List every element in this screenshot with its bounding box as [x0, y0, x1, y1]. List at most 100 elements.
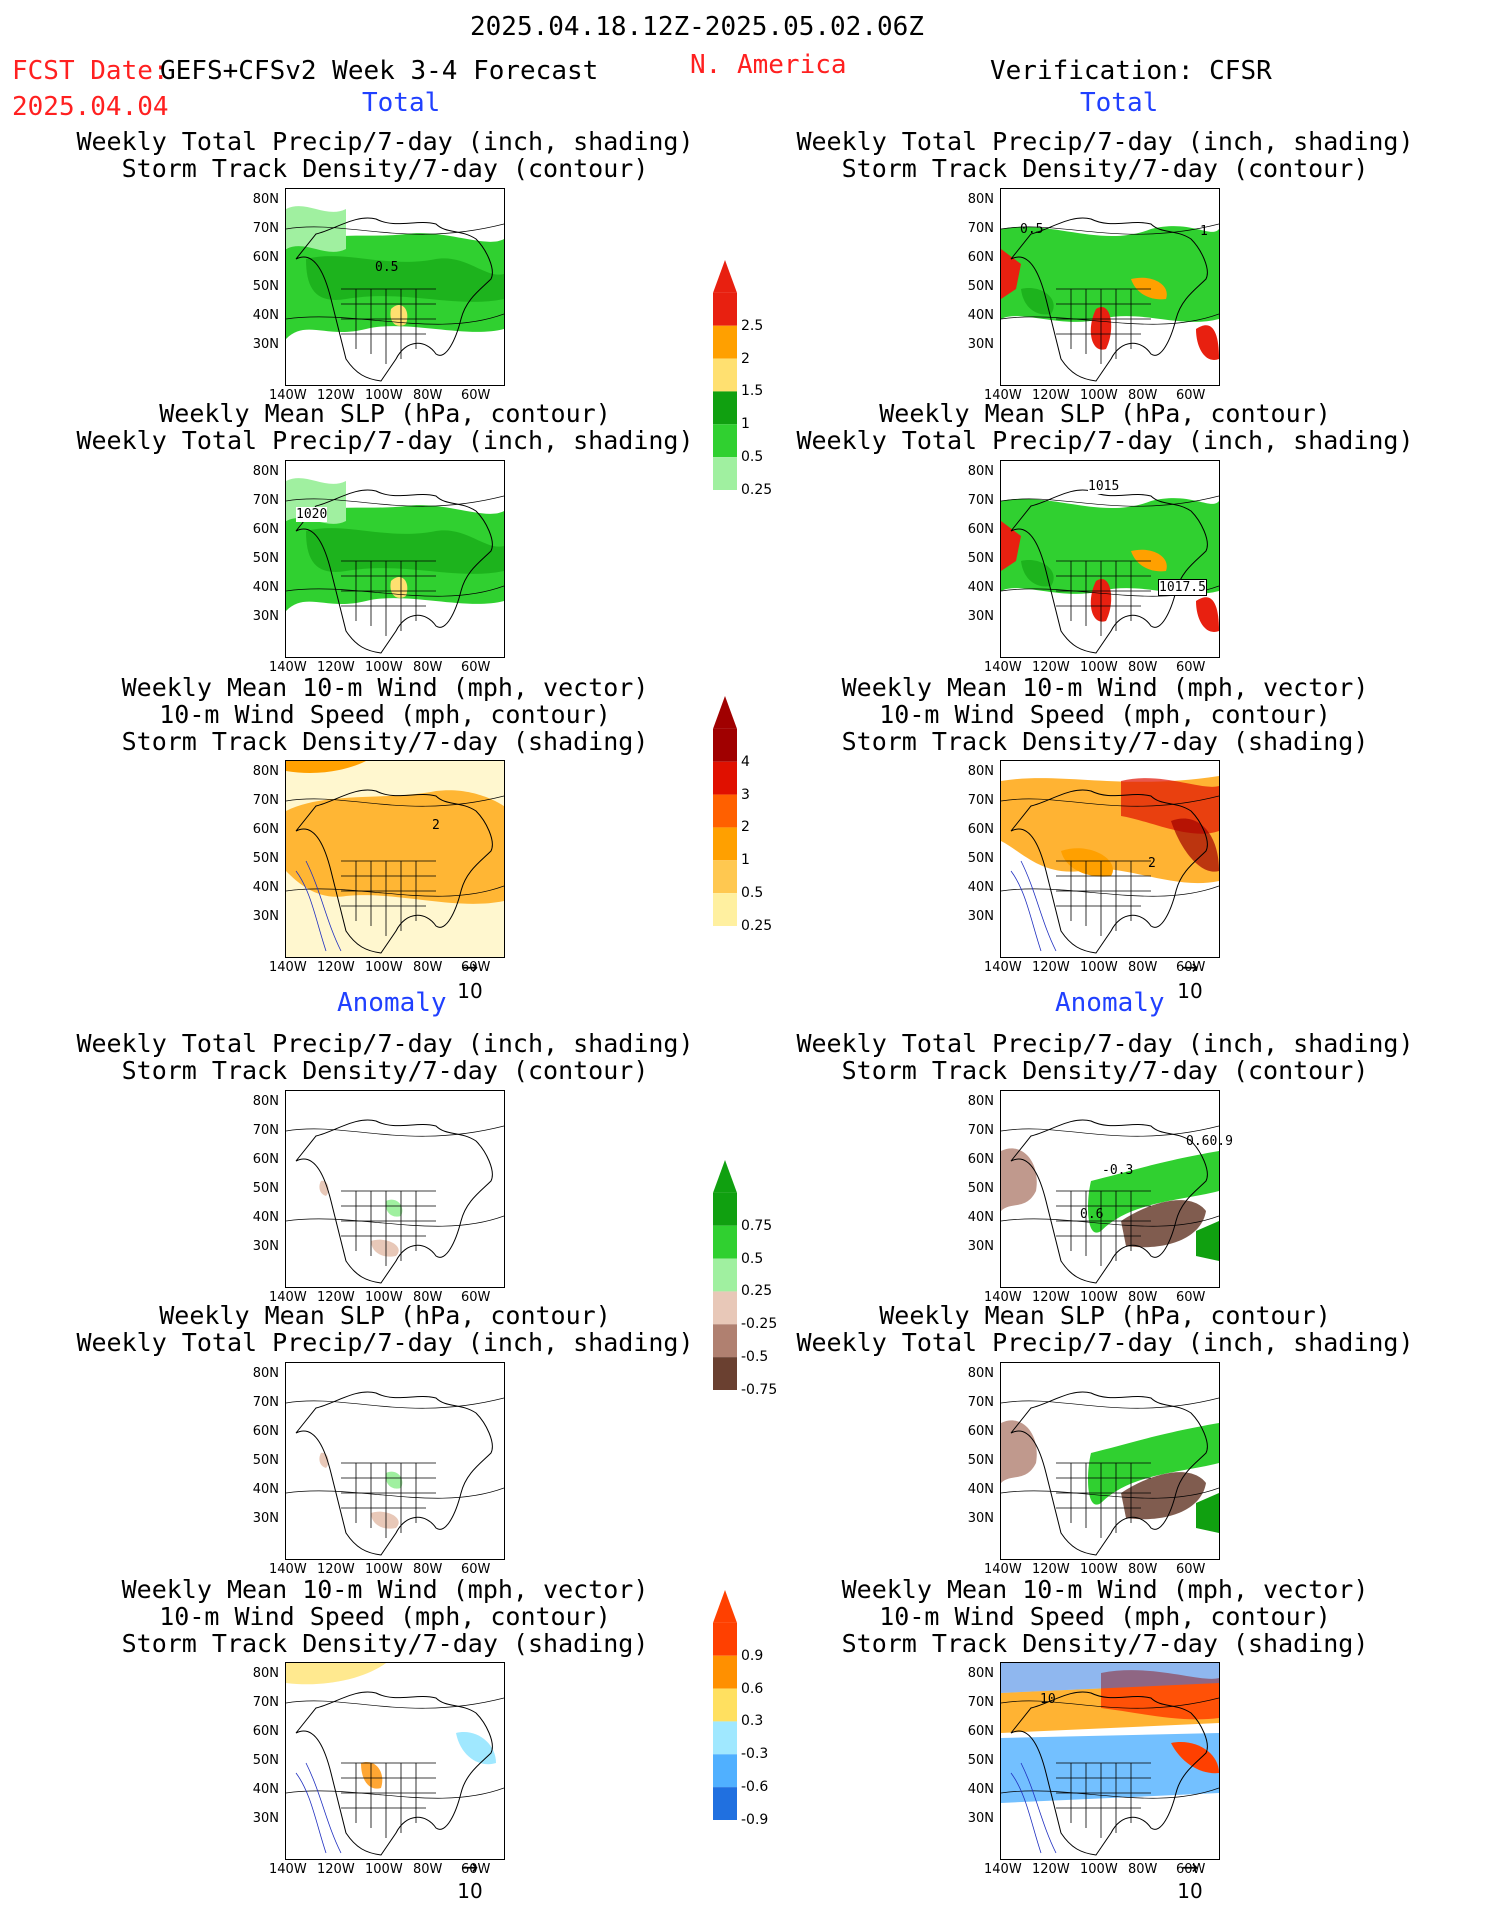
colorbar-tick-label: 0.3 [741, 1713, 764, 1730]
lat-tick-label: 80N [252, 1666, 279, 1681]
contour-line [1020, 860, 1057, 952]
shading-region [371, 1239, 399, 1257]
colorbar-tick-label: 2.5 [741, 317, 764, 334]
lon-tick-label: 120W [317, 960, 355, 975]
lat-tick-label: 80N [967, 1666, 994, 1681]
vector-reference: → 10 [445, 1855, 495, 1903]
lon-tick-label: 60W [1176, 960, 1206, 975]
colorbar-segment [713, 358, 737, 392]
lon-tick-label: 100W [1080, 1562, 1118, 1577]
lat-tick-label: 60N [967, 1152, 994, 1167]
lat-tick-label: 50N [252, 1753, 279, 1768]
contour-line [1020, 1762, 1057, 1854]
lon-tick-label: 60W [461, 960, 491, 975]
lat-tick-label: 40N [252, 580, 279, 595]
contour-line [286, 495, 504, 507]
map-panel [1000, 760, 1220, 958]
lat-tick-label: 50N [252, 1453, 279, 1468]
colorbar-tick-label: 1 [741, 416, 750, 433]
lon-tick-label: 100W [365, 1562, 403, 1577]
lat-tick-label: 80N [967, 1366, 994, 1381]
contour-line [1001, 1787, 1219, 1799]
title-precip-storm-total-left: Weekly Total Precip/7-day (inch, shading… [76, 127, 694, 183]
colorbar-segment [713, 1291, 737, 1325]
title-wind-total-left: Weekly Mean 10-m Wind (mph, vector) 10-m … [121, 673, 649, 756]
lon-tick-label: 140W [984, 388, 1022, 403]
lon-tick-label: 80W [1128, 660, 1158, 675]
colorbar [713, 1590, 737, 1820]
contour-line [305, 860, 342, 952]
colorbar [713, 696, 737, 926]
colorbar-tick-label: 0.9 [741, 1647, 764, 1664]
contour-line [1001, 1397, 1219, 1409]
lon-tick-label: 120W [1032, 1290, 1070, 1305]
contour-line [286, 1397, 504, 1409]
lat-tick-label: 50N [967, 851, 994, 866]
contour-line [295, 789, 493, 954]
colorbar-segment [713, 893, 737, 926]
colorbar [713, 260, 737, 490]
annot-va1c: 0.6 [1080, 1207, 1104, 1222]
shading-region [1196, 1493, 1219, 1533]
contour-line [1001, 495, 1219, 507]
lat-tick-label: 50N [967, 279, 994, 294]
arrow-right-icon: → [461, 955, 479, 979]
shading-region [456, 1732, 496, 1765]
lat-tick-label: 30N [967, 1511, 994, 1526]
lat-tick-label: 30N [252, 909, 279, 924]
lat-tick-label: 60N [252, 250, 279, 265]
lat-tick-label: 60N [252, 822, 279, 837]
title-slp-precip-anom-right: Weekly Mean SLP (hPa, contour) Weekly Tot… [796, 1301, 1414, 1357]
contour-line [295, 1691, 493, 1856]
shading-region [1171, 1742, 1219, 1774]
colorbar-tick-label: 0.25 [741, 1283, 773, 1300]
vector-reference: → 10 [1165, 1855, 1215, 1903]
lat-tick-label: 30N [967, 1811, 994, 1826]
lon-tick-label: 140W [269, 660, 307, 675]
lon-tick-label: 60W [1176, 660, 1206, 675]
annot-v1: 0.5 [1020, 222, 1044, 237]
lat-tick-label: 80N [252, 1366, 279, 1381]
arrow-right-icon: → [461, 1855, 479, 1879]
vector-reference: → 10 [1165, 955, 1215, 1003]
shading-region [286, 1663, 386, 1685]
contour-line [341, 1762, 436, 1838]
colorbar-segment [713, 1258, 737, 1292]
lon-tick-label: 140W [269, 1862, 307, 1877]
contour-line [1001, 1697, 1219, 1709]
lon-tick-label: 100W [1080, 660, 1118, 675]
colorbar-segment [713, 1160, 737, 1193]
contour-line [286, 223, 504, 235]
shading-region [1001, 1420, 1037, 1483]
lat-tick-label: 30N [252, 1811, 279, 1826]
contour-line [1010, 1391, 1208, 1556]
colorbar-segment [713, 1192, 737, 1226]
lon-tick-label: 60W [461, 1562, 491, 1577]
lat-tick-label: 30N [967, 609, 994, 624]
shading-region [1121, 1472, 1206, 1520]
lat-tick-label: 80N [252, 464, 279, 479]
lat-tick-label: 60N [252, 1724, 279, 1739]
lat-tick-label: 40N [967, 880, 994, 895]
shading-region [1196, 597, 1219, 632]
colorbar-segment [713, 827, 737, 861]
colorbar-tick-label: 4 [741, 753, 750, 770]
lon-tick-label: 100W [365, 660, 403, 675]
lat-tick-label: 40N [252, 308, 279, 323]
lon-tick-label: 140W [984, 1862, 1022, 1877]
lat-tick-label: 70N [252, 1395, 279, 1410]
lat-tick-label: 40N [252, 1482, 279, 1497]
colorbar-tick-label: 0.5 [741, 885, 764, 902]
lat-tick-label: 70N [967, 221, 994, 236]
lat-tick-label: 40N [967, 1482, 994, 1497]
lon-tick-label: 60W [461, 388, 491, 403]
lat-tick-label: 80N [252, 764, 279, 779]
lat-tick-label: 60N [967, 822, 994, 837]
colorbar-segment [713, 1787, 737, 1820]
lat-tick-label: 70N [252, 793, 279, 808]
lat-tick-label: 40N [252, 1782, 279, 1797]
fcst-date: 2025.04.04 [12, 92, 169, 122]
lat-tick-label: 70N [967, 1695, 994, 1710]
map-panel [1000, 188, 1220, 386]
annot-p3: 2 [432, 818, 440, 833]
